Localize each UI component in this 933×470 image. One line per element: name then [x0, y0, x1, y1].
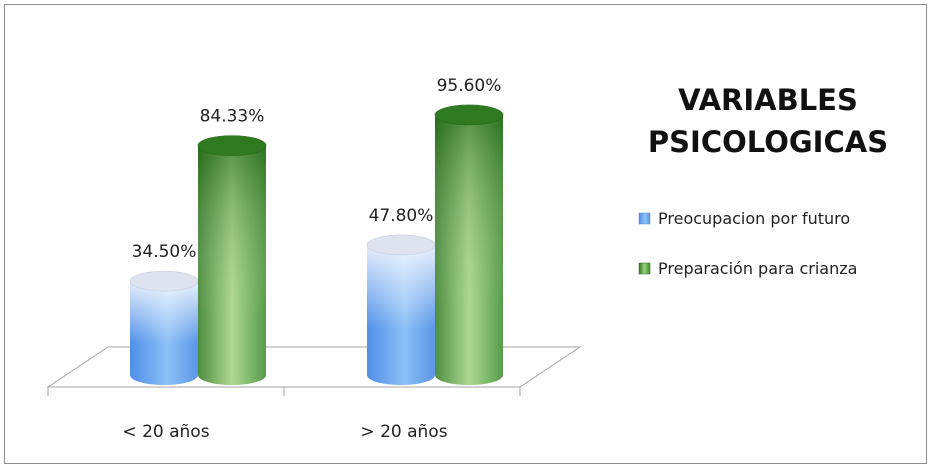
bar-preocupacion-1	[366, 234, 436, 385]
legend-label-preocupacion: Preocupacion por futuro	[658, 209, 850, 228]
category-label-1: > 20 años	[360, 422, 447, 442]
data-label-preparacion-0: 84.33%	[200, 107, 265, 127]
legend-label-preparacion: Preparación para crianza	[658, 259, 857, 278]
category-label-0: < 20 años	[122, 422, 209, 442]
data-label-preparacion-1: 95.60%	[437, 76, 502, 96]
data-label-preocupacion-0: 34.50%	[132, 242, 197, 262]
bar-preparacion-0	[197, 135, 267, 385]
legend-swatch-preparacion	[638, 262, 651, 275]
bar-preocupacion-0	[129, 270, 199, 385]
data-label-preocupacion-1: 47.80%	[369, 206, 434, 226]
chart-title-line-2: PSICOLOGICAS	[648, 125, 888, 159]
legend-swatch-preocupacion	[638, 212, 651, 225]
chart-title: VARIABLES	[678, 83, 858, 117]
bar-preparacion-1	[434, 104, 504, 385]
legend: Preocupacion por futuro Preparación para…	[638, 209, 857, 278]
